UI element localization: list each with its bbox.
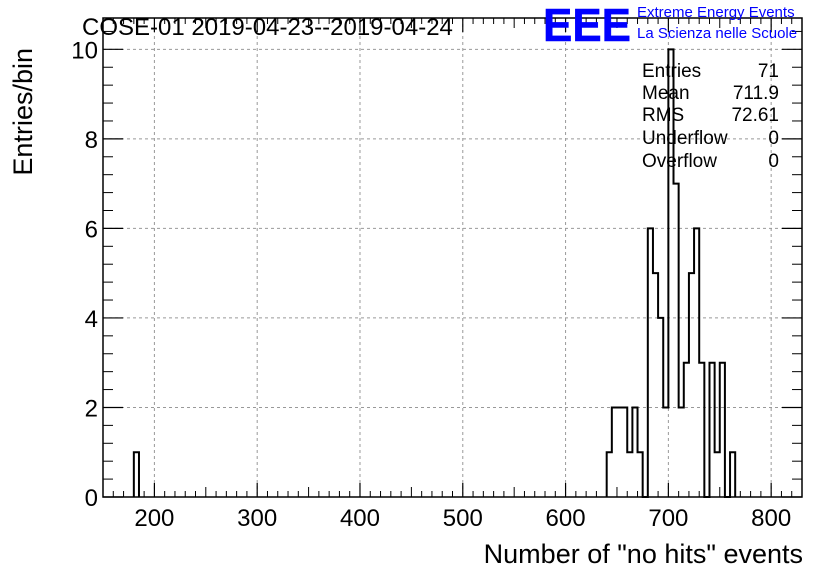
x-tick-label: 200 [134,505,174,532]
y-tick-label: 10 [71,37,98,64]
stats-label-rms: RMS [642,105,684,126]
stats-label-entries: Entries [642,61,701,82]
axis-ticks [102,18,803,498]
y-tick-label: 8 [85,127,98,154]
x-tick-label: 600 [546,505,586,532]
stats-value-underflow: 0 [768,128,779,149]
stats-value-entries: 71 [758,61,779,82]
y-tick-label: 4 [85,306,98,333]
logo-mark: EEE [543,0,631,51]
grid-lines [103,18,802,497]
stats-label-overflow: Overflow [642,151,717,172]
stats-value-mean: 711.9 [733,83,779,104]
stats-label-mean: Mean [642,83,690,104]
tick-labels: 200 300 400 500 600 700 800 0 2 4 6 8 10 [71,37,791,532]
stats-box: Entries 71 Mean 711.9 RMS 72.61 Underflo… [642,61,779,172]
x-tick-label: 400 [340,505,380,532]
x-axis-label: Number of "no hits" events [484,539,803,569]
y-tick-label: 0 [85,485,98,512]
x-tick-label: 500 [443,505,483,532]
histogram-line [132,48,737,498]
y-axis-label: Entries/bin [8,48,38,176]
y-tick-label: 2 [85,395,98,422]
x-tick-label: 700 [648,505,688,532]
logo-line1: Extreme Energy Events [637,4,795,21]
x-tick-label: 300 [237,505,277,532]
chart-title: COSE-01 2019-04-23--2019-04-24 [82,14,453,41]
y-tick-label: 6 [85,216,98,243]
stats-value-rms: 72.61 [731,105,779,126]
stats-label-underflow: Underflow [642,128,728,149]
x-tick-label: 800 [751,505,791,532]
stats-value-overflow: 0 [768,151,779,172]
plot-frame [102,17,803,498]
logo: EEE Extreme Energy Events La Scienza nel… [543,0,797,51]
logo-line2: La Scienza nelle Scuole [637,25,797,42]
